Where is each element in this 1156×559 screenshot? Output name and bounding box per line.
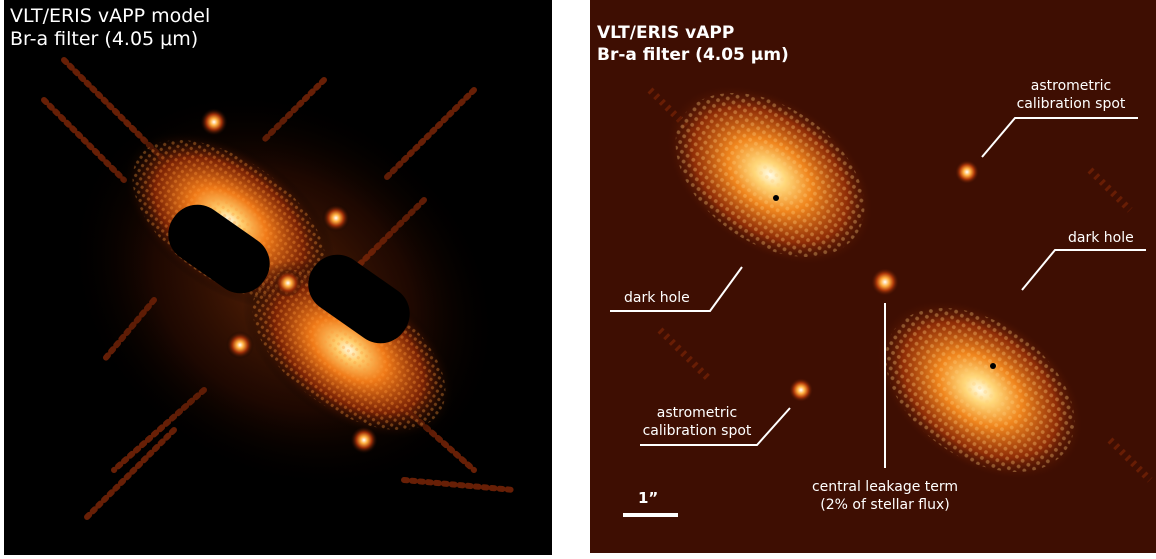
model-title: VLT/ERIS vAPP model: [10, 6, 210, 27]
scale-bar: [623, 513, 678, 517]
label-dark-hole-left: dark hole: [624, 289, 690, 307]
observation-title: VLT/ERIS vAPP: [597, 24, 734, 43]
label-astrometric-spot-top-line2: calibration spot: [1001, 95, 1141, 113]
model-psf-graphic: [4, 0, 552, 555]
label-astrometric-spot-top: astrometric calibration spot: [1001, 77, 1141, 113]
label-central-leakage: central leakage term (2% of stellar flux…: [800, 478, 970, 514]
label-astrometric-spot-bottom-line1: astrometric: [627, 404, 767, 422]
observation-filter-label: Br-a filter (4.05 μm): [597, 46, 789, 65]
scale-bar-label: 1”: [638, 489, 658, 507]
label-astrometric-spot-top-line1: astrometric: [1001, 77, 1141, 95]
label-central-leakage-line2: (2% of stellar flux): [800, 496, 970, 514]
model-psf-image: VLT/ERIS vAPP model Br-a filter (4.05 μm…: [4, 0, 552, 555]
observed-psf-image: VLT/ERIS vAPP Br-a filter (4.05 μm) astr…: [590, 0, 1156, 553]
label-astrometric-spot-bottom-line2: calibration spot: [627, 422, 767, 440]
model-filter-label: Br-a filter (4.05 μm): [10, 29, 198, 50]
label-astrometric-spot-bottom: astrometric calibration spot: [627, 404, 767, 440]
label-dark-hole-right: dark hole: [1068, 229, 1134, 247]
label-central-leakage-line1: central leakage term: [800, 478, 970, 496]
psf-lobe-upper-left: [633, 48, 907, 303]
